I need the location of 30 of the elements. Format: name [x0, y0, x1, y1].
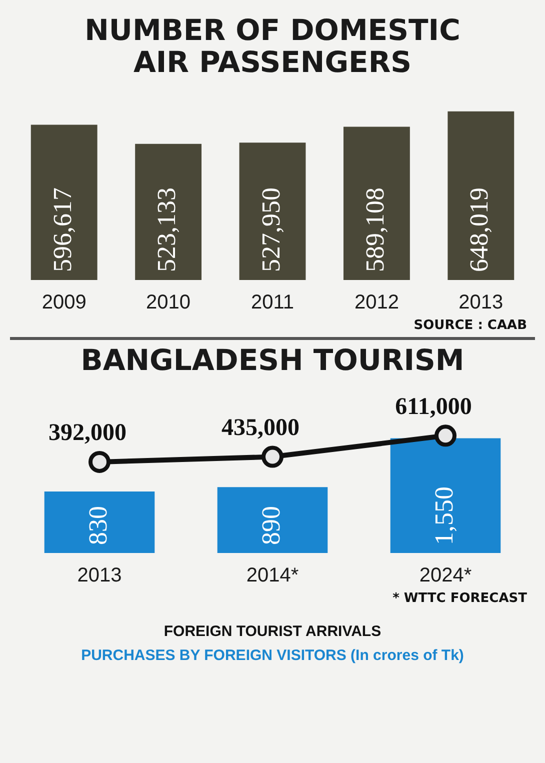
- bar: [448, 111, 514, 280]
- data-label: 589,108: [360, 188, 390, 272]
- data-label: 392,000: [48, 420, 126, 446]
- source-note: SOURCE : CAAB: [412, 318, 528, 333]
- data-label: 830: [83, 506, 112, 545]
- text: FOREIGN TOURIST ARRIVALS: [164, 623, 382, 640]
- data-label: 890: [256, 506, 286, 545]
- x-tick-label: 2014*: [246, 564, 299, 587]
- data-label: 527,950: [256, 188, 286, 272]
- x-tick-label: 2010: [146, 292, 191, 314]
- x-tick-label: 2024*: [419, 564, 472, 587]
- x-tick-label: 2012: [354, 292, 399, 314]
- text: * WTTC FORECAST: [392, 591, 528, 606]
- x-tick-label: 2013: [77, 564, 122, 587]
- chart-title: BANGLADESH TOURISM: [80, 343, 466, 377]
- x-tick-label: 2013: [458, 292, 504, 314]
- data-label: 611,000: [395, 394, 472, 420]
- bar: [239, 142, 306, 280]
- bar: [135, 144, 202, 280]
- data-label: 1,550: [429, 486, 458, 545]
- chart-title: NUMBER OF DOMESTIC AIR PASSENGERS: [84, 13, 462, 79]
- bar: [343, 126, 410, 280]
- x-tick-label: 2011: [250, 292, 294, 314]
- data-label: 523,133: [152, 188, 182, 272]
- data-label: 596,617: [48, 188, 77, 272]
- data-label: 435,000: [222, 414, 300, 441]
- bar: [30, 124, 98, 280]
- text: PURCHASES BY FOREIGN VISITORS (In crores of Tk): [81, 647, 464, 664]
- data-label: 648,019: [464, 188, 494, 272]
- x-tick-label: 2009: [42, 292, 86, 314]
